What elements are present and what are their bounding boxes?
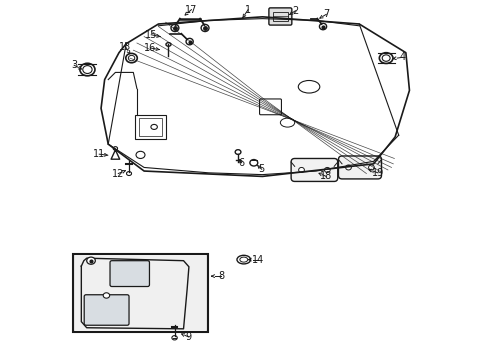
Text: 18: 18 [320, 171, 332, 181]
Text: 6: 6 [238, 158, 244, 168]
Text: 10: 10 [108, 302, 121, 312]
Ellipse shape [171, 336, 177, 340]
Text: 16: 16 [144, 43, 156, 53]
Text: 13: 13 [119, 42, 131, 51]
Text: 14: 14 [251, 255, 264, 265]
Ellipse shape [125, 53, 137, 63]
Text: 12: 12 [112, 168, 124, 179]
Bar [273, 12, 287, 21]
Text: 11: 11 [93, 149, 105, 159]
FancyBboxPatch shape [338, 156, 381, 179]
FancyBboxPatch shape [290, 158, 337, 181]
Ellipse shape [185, 39, 193, 45]
Text: 8: 8 [218, 271, 224, 281]
Ellipse shape [345, 165, 351, 170]
Text: 3: 3 [71, 60, 77, 70]
Ellipse shape [368, 165, 373, 170]
Ellipse shape [237, 255, 250, 264]
Text: 15: 15 [145, 30, 157, 40]
Bar [135, 116, 165, 139]
FancyBboxPatch shape [84, 295, 129, 325]
Text: 17: 17 [185, 5, 197, 15]
Ellipse shape [235, 150, 241, 154]
Bar [139, 118, 162, 136]
Text: 1: 1 [244, 5, 251, 15]
Bar [74, 255, 206, 331]
Text: 19: 19 [371, 168, 383, 178]
Ellipse shape [201, 24, 208, 32]
Text: 2: 2 [292, 6, 298, 16]
Text: 9: 9 [185, 332, 192, 342]
FancyBboxPatch shape [110, 261, 149, 287]
Ellipse shape [379, 53, 392, 63]
Ellipse shape [86, 257, 95, 264]
Ellipse shape [80, 63, 95, 76]
Ellipse shape [319, 23, 326, 30]
Ellipse shape [249, 159, 257, 166]
Ellipse shape [324, 167, 329, 172]
Text: 4: 4 [398, 52, 405, 62]
FancyBboxPatch shape [268, 8, 291, 25]
Ellipse shape [113, 147, 117, 150]
Ellipse shape [103, 293, 109, 298]
Text: 7: 7 [323, 9, 329, 19]
Text: 5: 5 [258, 164, 264, 174]
Ellipse shape [165, 42, 171, 46]
Ellipse shape [298, 167, 304, 172]
Ellipse shape [171, 24, 179, 32]
Bar [73, 253, 207, 332]
